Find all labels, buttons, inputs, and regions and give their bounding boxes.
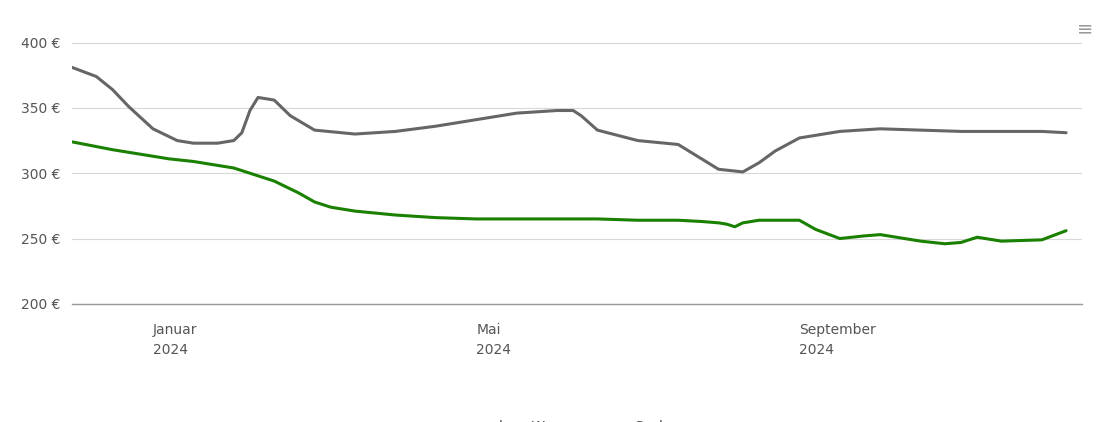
Text: ≡: ≡: [1077, 19, 1093, 38]
Text: Mai: Mai: [476, 323, 501, 337]
Legend: lose Ware, Sackware: lose Ware, Sackware: [448, 414, 706, 422]
Text: 2024: 2024: [476, 343, 512, 357]
Text: 2024: 2024: [799, 343, 835, 357]
Text: 2024: 2024: [153, 343, 188, 357]
Text: Januar: Januar: [153, 323, 198, 337]
Text: September: September: [799, 323, 876, 337]
